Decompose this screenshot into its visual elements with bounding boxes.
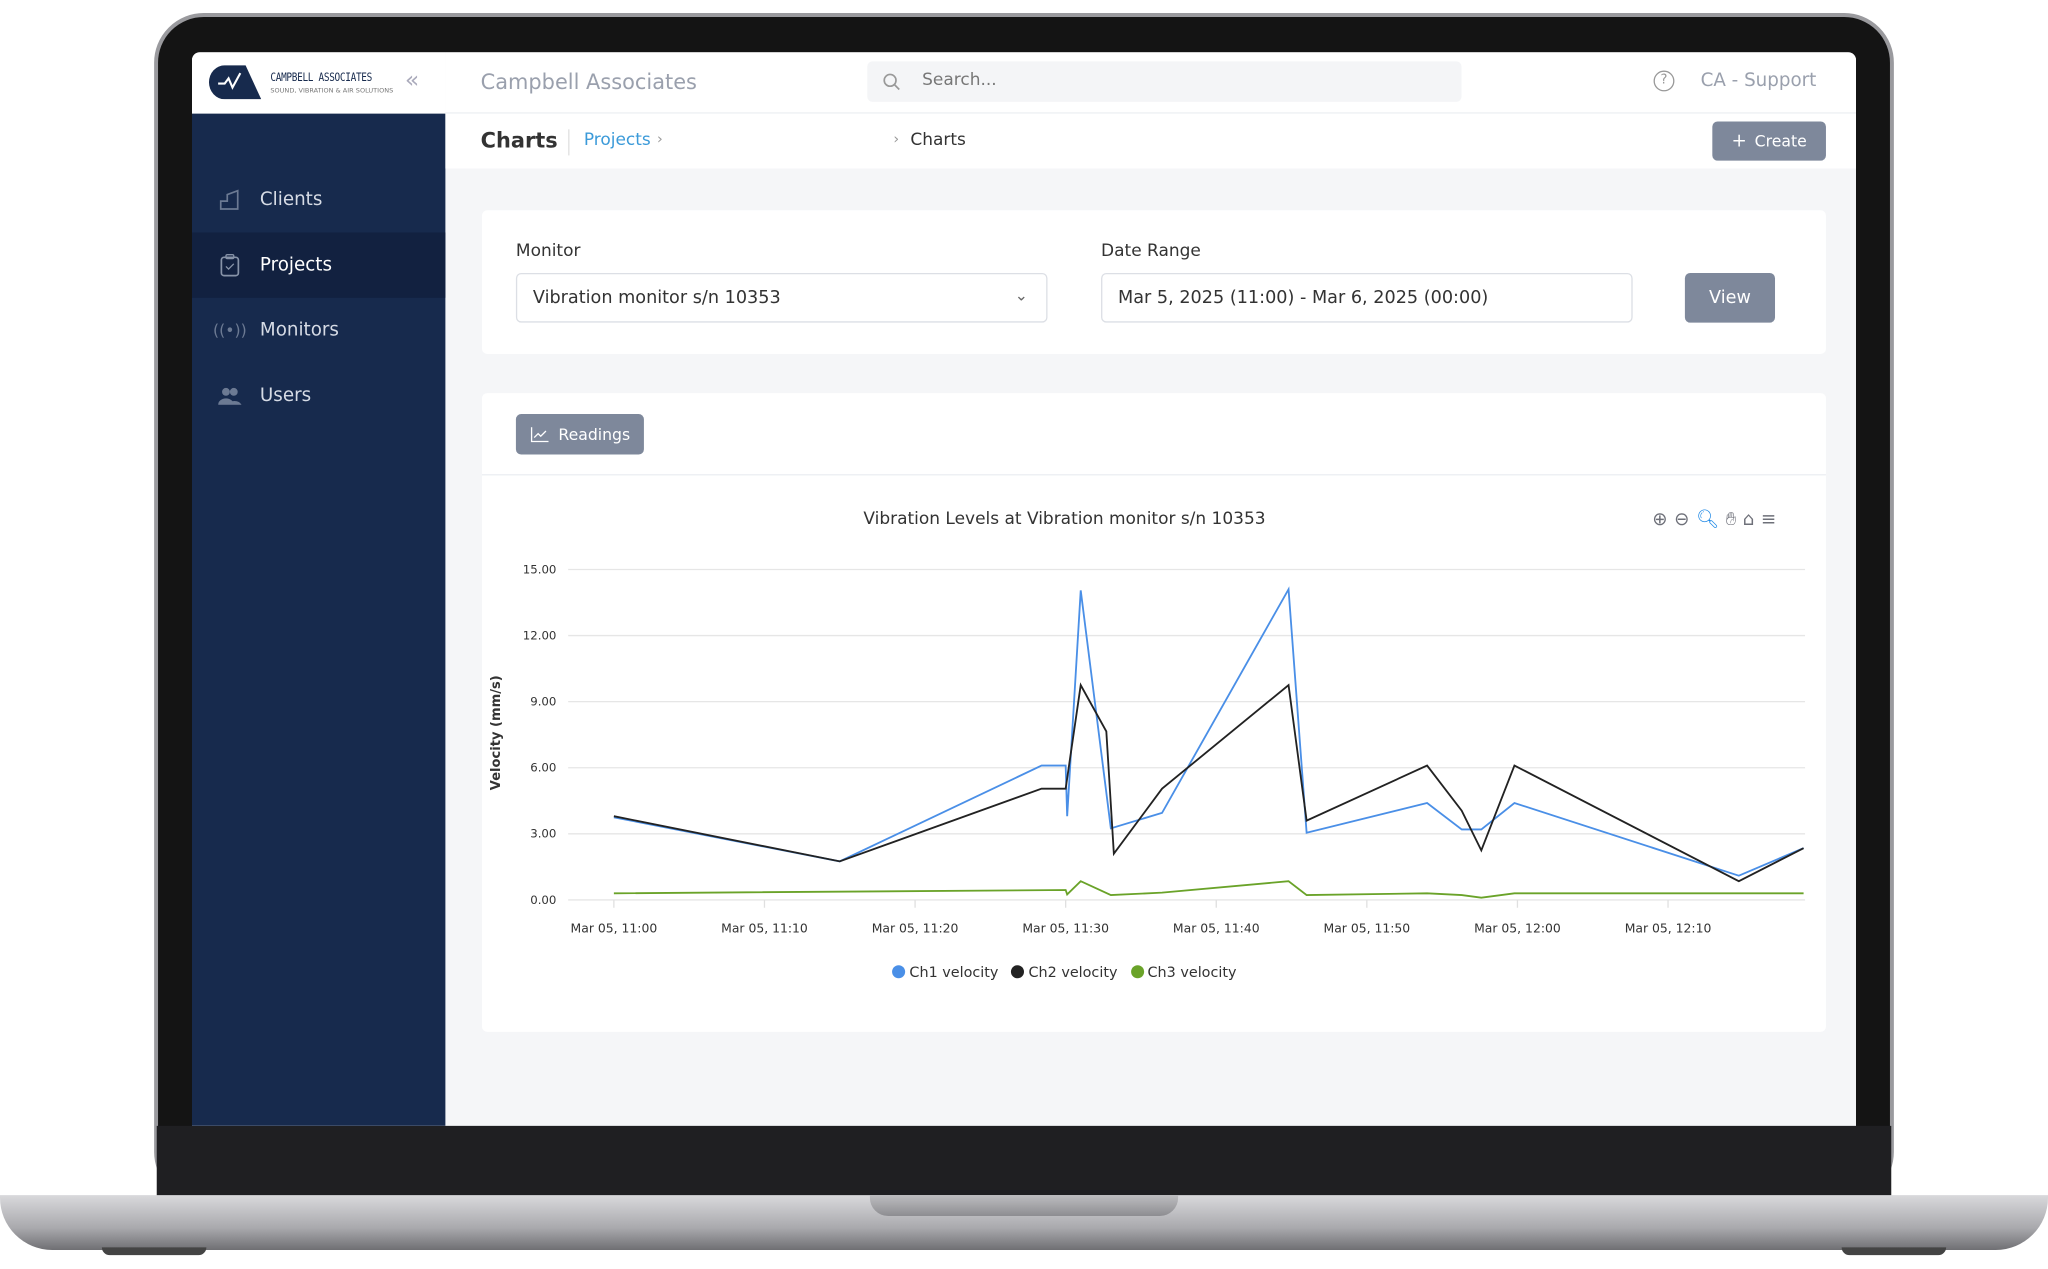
y-tick-label: 0.00 bbox=[530, 893, 556, 907]
chart-title: Vibration Levels at Vibration monitor s/… bbox=[863, 509, 1266, 529]
y-tick-label: 3.00 bbox=[530, 827, 556, 841]
sidebar-item-users[interactable]: Users bbox=[192, 363, 445, 428]
pan-hand-icon[interactable]: ✋︎ bbox=[1725, 509, 1737, 531]
sidebar: Clients Projects ((•)) Monitors Users bbox=[191, 113, 446, 1126]
collapse-sidebar-icon[interactable]: « bbox=[404, 66, 420, 95]
legend-marker bbox=[892, 965, 906, 979]
x-tick-label: Mar 05, 11:10 bbox=[721, 921, 808, 936]
breadcrumb-projects[interactable]: Projects bbox=[583, 130, 651, 151]
chart-legend: Ch1 velocity Ch2 velocity Ch3 velocity bbox=[482, 964, 1647, 981]
readings-label: Readings bbox=[558, 425, 631, 444]
x-tick-label: Mar 05, 12:00 bbox=[1474, 921, 1561, 936]
y-tick-label: 12.00 bbox=[523, 628, 557, 642]
legend-item[interactable]: Ch3 velocity bbox=[1130, 963, 1237, 981]
legend-item[interactable]: Ch1 velocity bbox=[892, 964, 998, 981]
legend-marker bbox=[1011, 965, 1025, 979]
chevron-right-icon: › bbox=[656, 130, 663, 148]
filter-card: Monitor Vibration monitor s/n 10353 ⌄ Dat… bbox=[481, 210, 1826, 354]
legend-label: Ch3 velocity bbox=[1147, 963, 1237, 981]
divider bbox=[481, 474, 1826, 476]
y-tick-label: 6.00 bbox=[530, 761, 556, 775]
users-icon bbox=[218, 384, 242, 408]
sidebar-item-label: Monitors bbox=[259, 319, 339, 341]
create-label: Create bbox=[1754, 131, 1807, 151]
chart-card: Readings Vibration Levels at Vibration m… bbox=[481, 393, 1826, 1032]
x-tick-label: Mar 05, 11:20 bbox=[872, 921, 959, 936]
logo-bar: CAMPBELL ASSOCIATES SOUND, VIBRATION & A… bbox=[191, 52, 446, 114]
laptop-chin bbox=[156, 1125, 1892, 1198]
series-line-ch1-velocity bbox=[613, 586, 1804, 877]
date-range-value: Mar 5, 2025 (11:00) - Mar 6, 2025 (00:00… bbox=[1118, 287, 1489, 309]
antenna-icon: ((•)) bbox=[213, 321, 247, 340]
divider bbox=[568, 129, 570, 156]
sidebar-item-projects[interactable]: Projects bbox=[191, 232, 446, 298]
legend-label: Ch1 velocity bbox=[909, 963, 999, 981]
breadcrumb-charts: Charts bbox=[910, 130, 966, 151]
monitor-value: Vibration monitor s/n 10353 bbox=[532, 287, 781, 309]
sidebar-item-clients[interactable]: Clients bbox=[192, 167, 445, 232]
search-icon bbox=[883, 73, 900, 91]
building-icon bbox=[218, 188, 242, 212]
create-button[interactable]: + Create bbox=[1712, 121, 1826, 161]
logo-tagline: SOUND, VIBRATION & AIR SOLUTIONS bbox=[270, 87, 394, 96]
readings-tab[interactable]: Readings bbox=[515, 414, 644, 455]
sidebar-item-label: Users bbox=[259, 385, 312, 407]
x-tick-label: Mar 05, 11:30 bbox=[1022, 921, 1109, 936]
line-chart-icon bbox=[530, 426, 548, 442]
legend-label: Ch2 velocity bbox=[1028, 963, 1118, 981]
clipboard-check-icon bbox=[218, 253, 242, 277]
series-line-ch3-velocity bbox=[613, 880, 1804, 899]
y-tick-label: 15.00 bbox=[523, 562, 557, 576]
menu-icon[interactable]: ≡ bbox=[1760, 509, 1777, 531]
x-tick-label: Mar 05, 11:00 bbox=[571, 921, 658, 936]
legend-marker bbox=[1130, 965, 1144, 979]
search-placeholder: Search... bbox=[922, 70, 997, 91]
view-button[interactable]: View bbox=[1684, 272, 1776, 323]
sidebar-item-label: Clients bbox=[259, 189, 323, 211]
selection-zoom-icon[interactable]: 🔍︎ bbox=[1695, 509, 1720, 531]
monitor-select[interactable]: Vibration monitor s/n 10353 ⌄ bbox=[515, 272, 1048, 323]
logo-name: CAMPBELL ASSOCIATES bbox=[270, 71, 372, 85]
user-menu[interactable]: CA - Support bbox=[1700, 70, 1817, 92]
help-icon[interactable]: ? bbox=[1653, 70, 1675, 92]
zoom-out-icon[interactable]: ⊖ bbox=[1674, 509, 1690, 531]
page-title: Charts bbox=[480, 127, 558, 153]
app-title: Campbell Associates bbox=[480, 69, 697, 95]
app-screen: CAMPBELL ASSOCIATES SOUND, VIBRATION & A… bbox=[191, 52, 1856, 1126]
laptop-foot bbox=[101, 1247, 207, 1256]
y-tick-label: 9.00 bbox=[530, 695, 556, 709]
x-tick-label: Mar 05, 12:10 bbox=[1625, 921, 1712, 936]
series-line-ch2-velocity bbox=[613, 682, 1804, 883]
top-bar: Campbell Associates Search... ? CA - Sup… bbox=[445, 52, 1856, 114]
home-reset-icon[interactable]: ⌂ bbox=[1742, 509, 1755, 531]
laptop-notch bbox=[869, 1195, 1179, 1216]
sidebar-item-label: Projects bbox=[259, 254, 333, 276]
monitor-label: Monitor bbox=[515, 241, 581, 262]
plus-icon: + bbox=[1731, 130, 1747, 152]
x-tick-label: Mar 05, 11:40 bbox=[1173, 921, 1260, 936]
page-header: Charts Projects › › Charts + Create bbox=[445, 113, 1856, 169]
chevron-down-icon: ⌄ bbox=[1014, 286, 1028, 305]
laptop-foot bbox=[1841, 1247, 1947, 1256]
date-range-label: Date Range bbox=[1101, 241, 1201, 262]
chart-toolbar: ⊕ ⊖ 🔍︎ ✋︎ ⌂ ≡ bbox=[1652, 509, 1776, 530]
chevron-right-icon: › bbox=[893, 130, 900, 148]
zoom-in-icon[interactable]: ⊕ bbox=[1652, 509, 1668, 531]
legend-item[interactable]: Ch2 velocity bbox=[1011, 964, 1117, 981]
search-input[interactable]: Search... bbox=[867, 61, 1462, 102]
x-tick-label: Mar 05, 11:50 bbox=[1324, 921, 1411, 936]
chart-plot[interactable]: 0.00 3.00 6.00 9.00 12.00 15.00 Mar 05, 11:00 M… bbox=[482, 393, 1826, 1032]
sidebar-item-monitors[interactable]: ((•)) Monitors bbox=[192, 298, 445, 363]
company-logo-icon bbox=[208, 65, 262, 100]
date-range-input[interactable]: Mar 5, 2025 (11:00) - Mar 6, 2025 (00:00… bbox=[1101, 272, 1633, 323]
